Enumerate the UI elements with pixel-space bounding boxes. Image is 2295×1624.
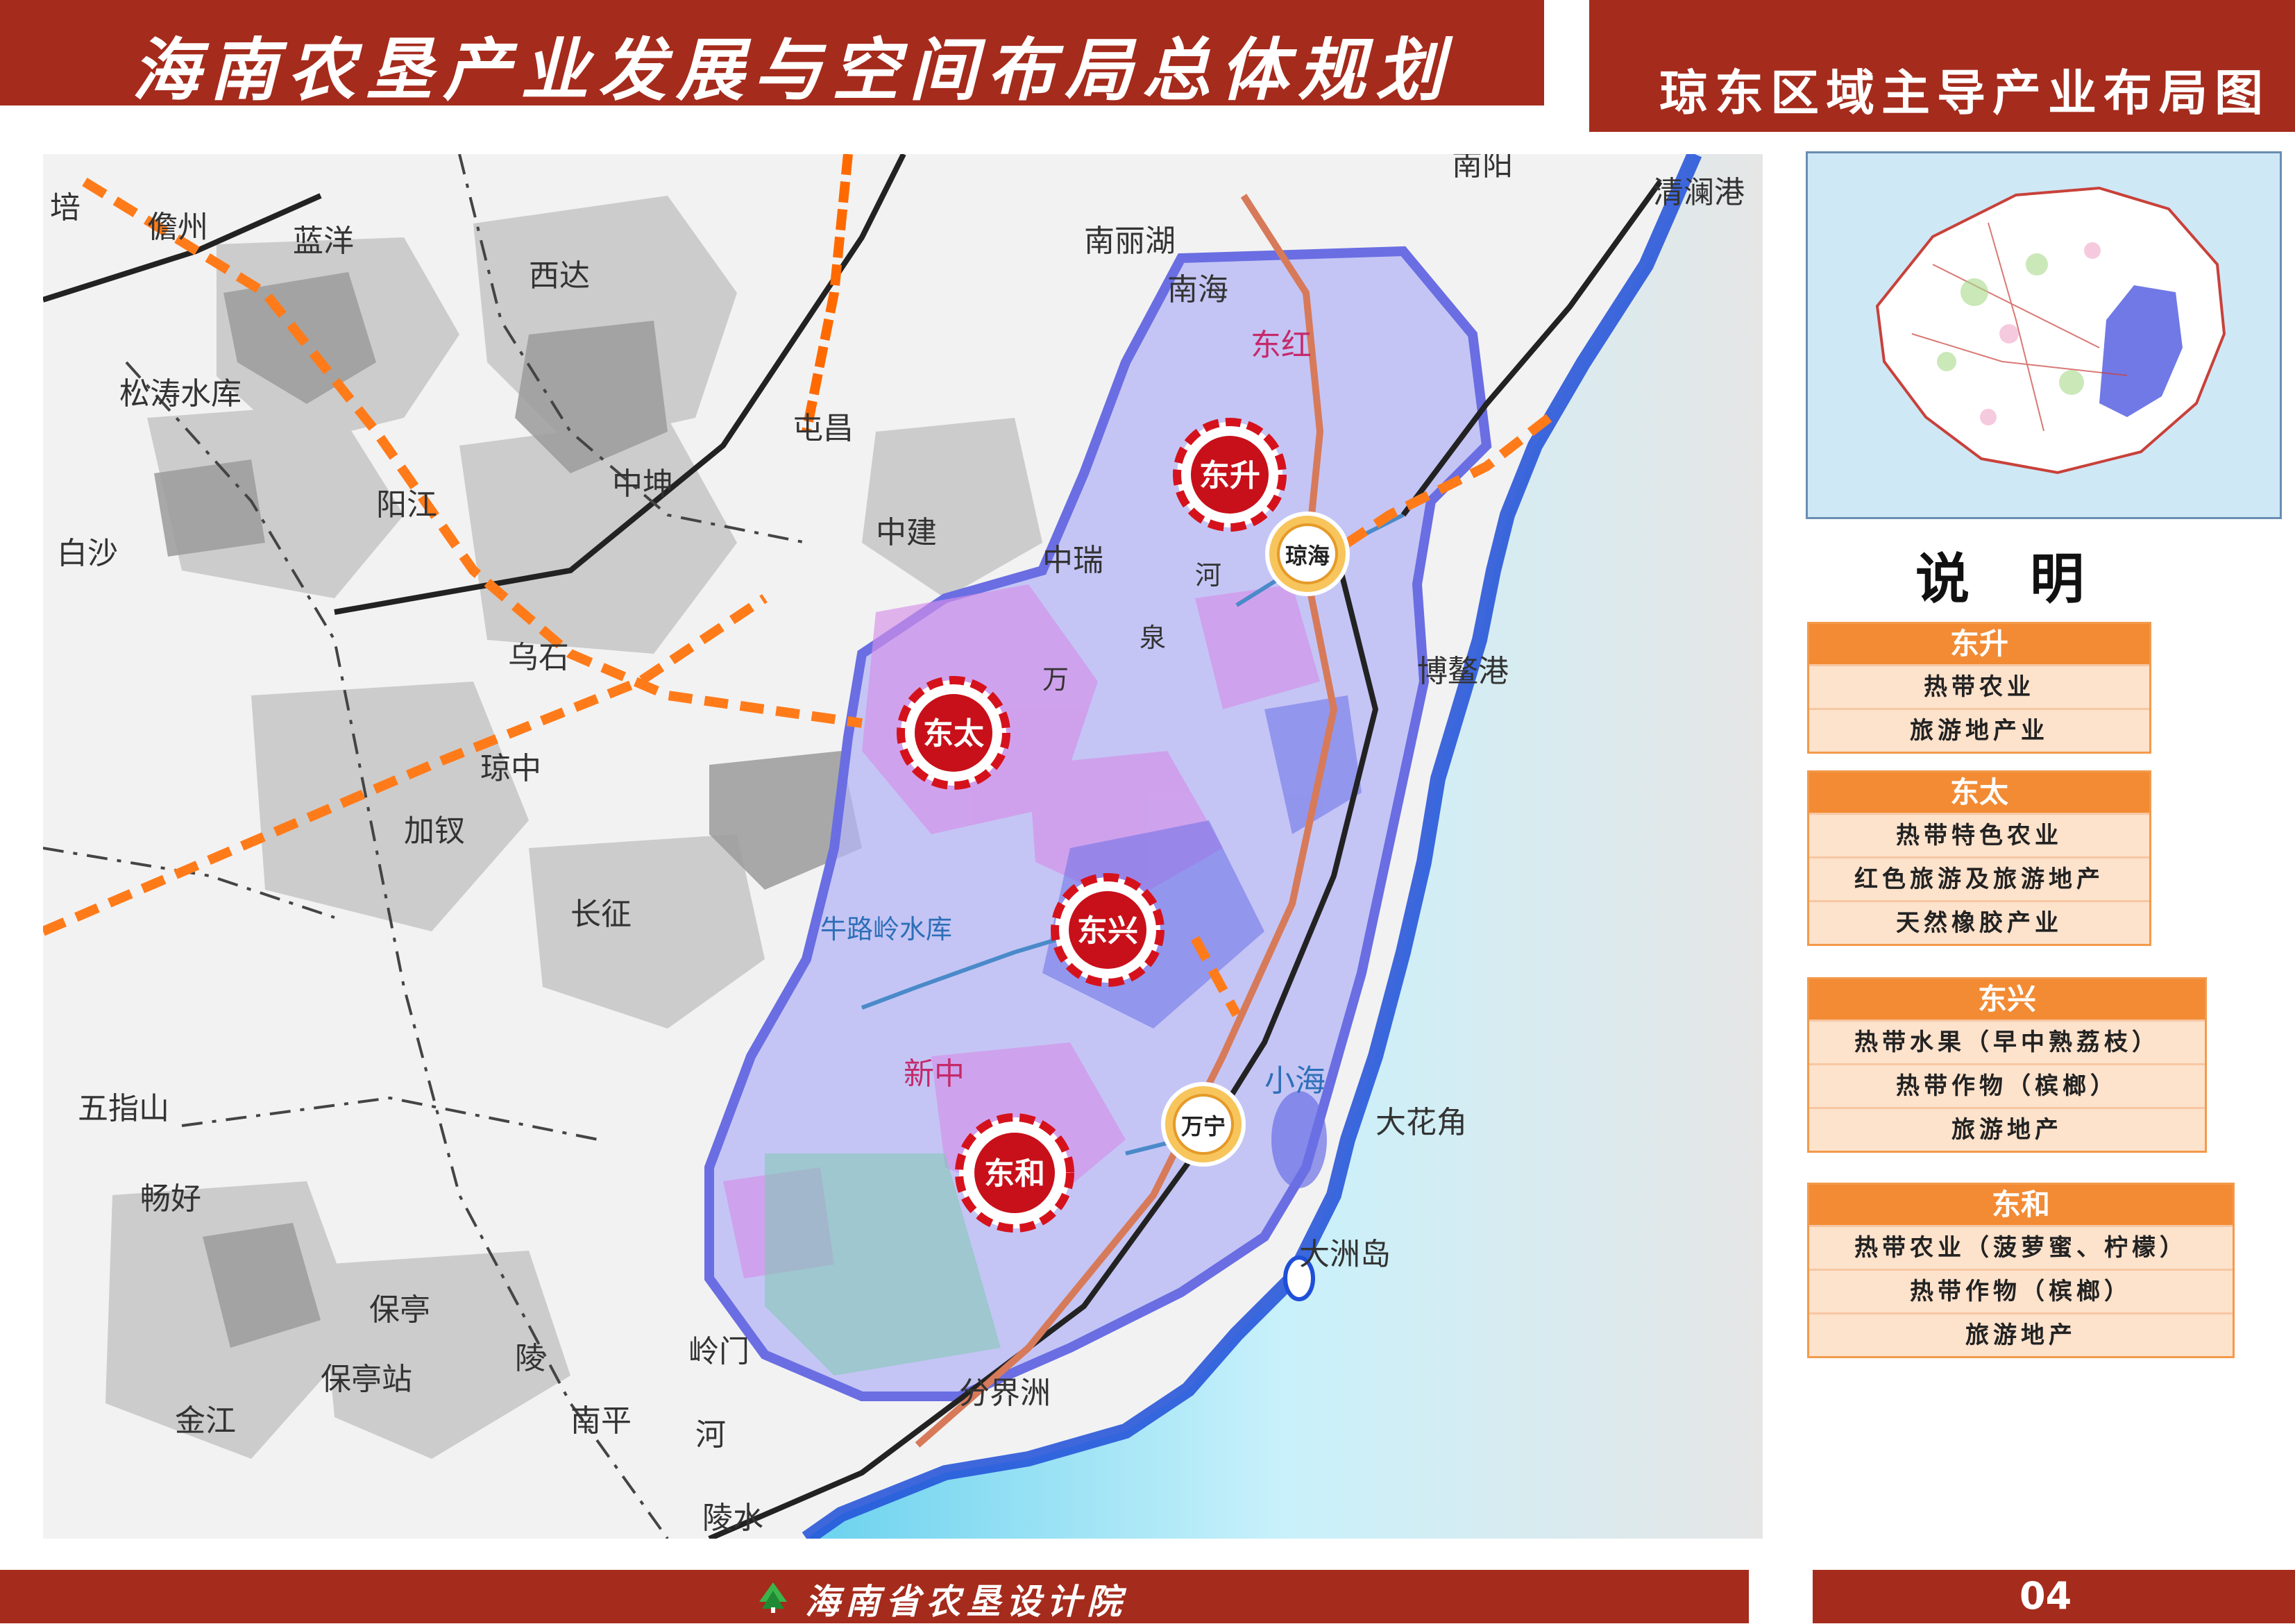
farm-marker-label: 东兴 — [1077, 913, 1138, 949]
place-label: 长征 — [570, 897, 632, 932]
page-subtitle: 琼东区域主导产业布局图 — [1659, 64, 2270, 121]
place-label: 畅好 — [140, 1181, 201, 1217]
place-label: 陵水 — [702, 1500, 763, 1536]
place-label: 琼中 — [480, 751, 541, 786]
legend-group-dongtai: 东太 热带特色农业 红色旅游及旅游地产 天然橡胶产业 — [1807, 770, 2151, 946]
place-label: 南平 — [570, 1403, 632, 1439]
place-label: 东红 — [1251, 328, 1312, 363]
legend-item: 热带水果（早中熟荔枝） — [1809, 1020, 2205, 1063]
legend-item: 热带农业 — [1809, 664, 2149, 708]
farm-marker-dongtai[interactable]: 东太 — [897, 676, 1010, 790]
place-label: 中瑞 — [1042, 543, 1103, 578]
place-label: 南阳 — [1452, 154, 1513, 183]
organization-name: 海南省农垦设计院 — [805, 1581, 1127, 1622]
tree-logo-icon — [759, 1582, 787, 1613]
dazhou-island — [1283, 1255, 1315, 1301]
farm-marker-donghe[interactable]: 东和 — [955, 1113, 1074, 1233]
inset-map[interactable] — [1806, 151, 2282, 519]
place-label: 加钗 — [404, 813, 465, 849]
place-label: 中建 — [876, 515, 937, 550]
xiaohai-lagoon — [1271, 1091, 1327, 1188]
county-patches — [105, 196, 1042, 1459]
place-label: 陵 — [515, 1341, 545, 1376]
legend-item: 热带作物（槟榔） — [1809, 1063, 2205, 1107]
place-label: 保亭 — [369, 1292, 430, 1328]
place-label: 博鳌港 — [1417, 654, 1509, 689]
place-label: 大洲岛 — [1299, 1237, 1391, 1272]
legend-group-title: 东和 — [1809, 1185, 2233, 1225]
footer-bar — [0, 1570, 1749, 1623]
main-map[interactable]: 培 儋州 蓝洋 西达 松涛水库 阳江 白沙 中坤 屯昌 中建 中瑞 南丽湖 南海… — [43, 154, 1763, 1539]
place-label: 河 — [695, 1417, 726, 1453]
legend-item: 热带作物（槟榔） — [1809, 1269, 2233, 1312]
place-label: 西达 — [529, 258, 590, 294]
place-label: 万 — [1042, 664, 1069, 695]
highway — [915, 194, 1338, 1448]
place-label: 小海 — [1264, 1063, 1326, 1099]
place-label: 中坤 — [612, 466, 673, 502]
place-label: 金江 — [175, 1403, 236, 1439]
place-label: 河 — [1195, 560, 1221, 591]
legend-item: 热带特色农业 — [1809, 813, 2149, 856]
inset-landuse-pink — [1980, 242, 2101, 425]
place-label: 蓝洋 — [293, 223, 354, 259]
legend-group-title: 东太 — [1809, 772, 2149, 813]
legend-item: 旅游地产 — [1809, 1312, 2233, 1356]
inset-landuse — [1937, 253, 2084, 395]
place-label: 阳江 — [376, 487, 437, 523]
place-label: 五指山 — [78, 1091, 169, 1126]
place-label: 南海 — [1167, 272, 1228, 307]
farm-marker-label: 东太 — [923, 716, 984, 752]
inset-svg — [1875, 186, 2226, 475]
legend-heading: 说 明 — [1915, 548, 2106, 611]
place-label: 大花角 — [1375, 1105, 1467, 1140]
page-title: 海南农垦产业发展与空间布局总体规划 — [132, 31, 1454, 110]
page-number: 04 — [2019, 1574, 2072, 1618]
footer-bar-right — [1813, 1570, 2295, 1623]
header-bar: 海南农垦产业发展与空间布局总体规划 — [0, 0, 1544, 110]
legend-group-title: 东兴 — [1809, 979, 2205, 1020]
county-boundaries — [43, 154, 807, 1539]
place-label: 新中 — [904, 1056, 965, 1092]
legend-item: 旅游地产 — [1809, 1107, 2205, 1151]
place-label: 清澜港 — [1653, 175, 1745, 210]
place-label: 儋州 — [147, 210, 208, 245]
legend-group-title: 东升 — [1809, 624, 2149, 664]
place-label: 牛路岭水库 — [820, 914, 952, 945]
legend-group-dongsheng: 东升 热带农业 旅游地产业 — [1807, 622, 2151, 754]
place-label: 保亭站 — [321, 1362, 412, 1397]
inset-highlight — [2099, 285, 2183, 417]
map-canvas: 培 儋州 蓝洋 西达 松涛水库 阳江 白沙 中坤 屯昌 中建 中瑞 南丽湖 南海… — [43, 154, 1763, 1539]
legend-item: 天然橡胶产业 — [1809, 900, 2149, 944]
place-label: 屯昌 — [793, 411, 854, 446]
place-label: 南丽湖 — [1084, 223, 1176, 259]
legend-item: 热带农业（菠萝蜜、柠檬） — [1809, 1225, 2233, 1269]
place-label: 乌石 — [508, 640, 569, 675]
city-marker-qionghai[interactable]: 琼海 — [1265, 511, 1350, 596]
legend-group-donghe: 东和 热带农业（菠萝蜜、柠檬） 热带作物（槟榔） 旅游地产 — [1807, 1183, 2235, 1358]
forest-zone — [765, 1153, 1001, 1376]
city-marker-label: 万宁 — [1181, 1113, 1226, 1140]
farm-marker-dongsheng[interactable]: 东升 — [1173, 418, 1287, 532]
legend-item: 旅游地产业 — [1809, 708, 2149, 752]
coastline — [802, 154, 1702, 1539]
header-bar-right: 琼东区域主导产业布局图 — [1589, 0, 2295, 132]
place-label: 泉 — [1140, 623, 1166, 653]
farm-marker-dongxing[interactable]: 东兴 — [1051, 873, 1165, 987]
place-label: 培 — [50, 190, 81, 226]
place-label: 松涛水库 — [119, 376, 242, 412]
city-marker-wanning[interactable]: 万宁 — [1161, 1082, 1246, 1167]
place-label: 岭门 — [688, 1334, 750, 1369]
farm-marker-label: 东升 — [1199, 458, 1260, 493]
inset-roads — [1911, 222, 2128, 432]
place-labels: 培 儋州 蓝洋 西达 松涛水库 阳江 白沙 中坤 屯昌 中建 中瑞 南丽湖 南海… — [50, 154, 1745, 1536]
city-marker-label: 琼海 — [1285, 543, 1330, 569]
legend-item: 红色旅游及旅游地产 — [1809, 856, 2149, 900]
place-label: 分界洲 — [959, 1376, 1051, 1411]
legend-group-dongxing: 东兴 热带水果（早中熟荔枝） 热带作物（槟榔） 旅游地产 — [1807, 977, 2207, 1153]
farm-marker-label: 东和 — [984, 1156, 1045, 1192]
place-label: 白沙 — [57, 536, 118, 571]
sea — [806, 154, 1763, 1539]
